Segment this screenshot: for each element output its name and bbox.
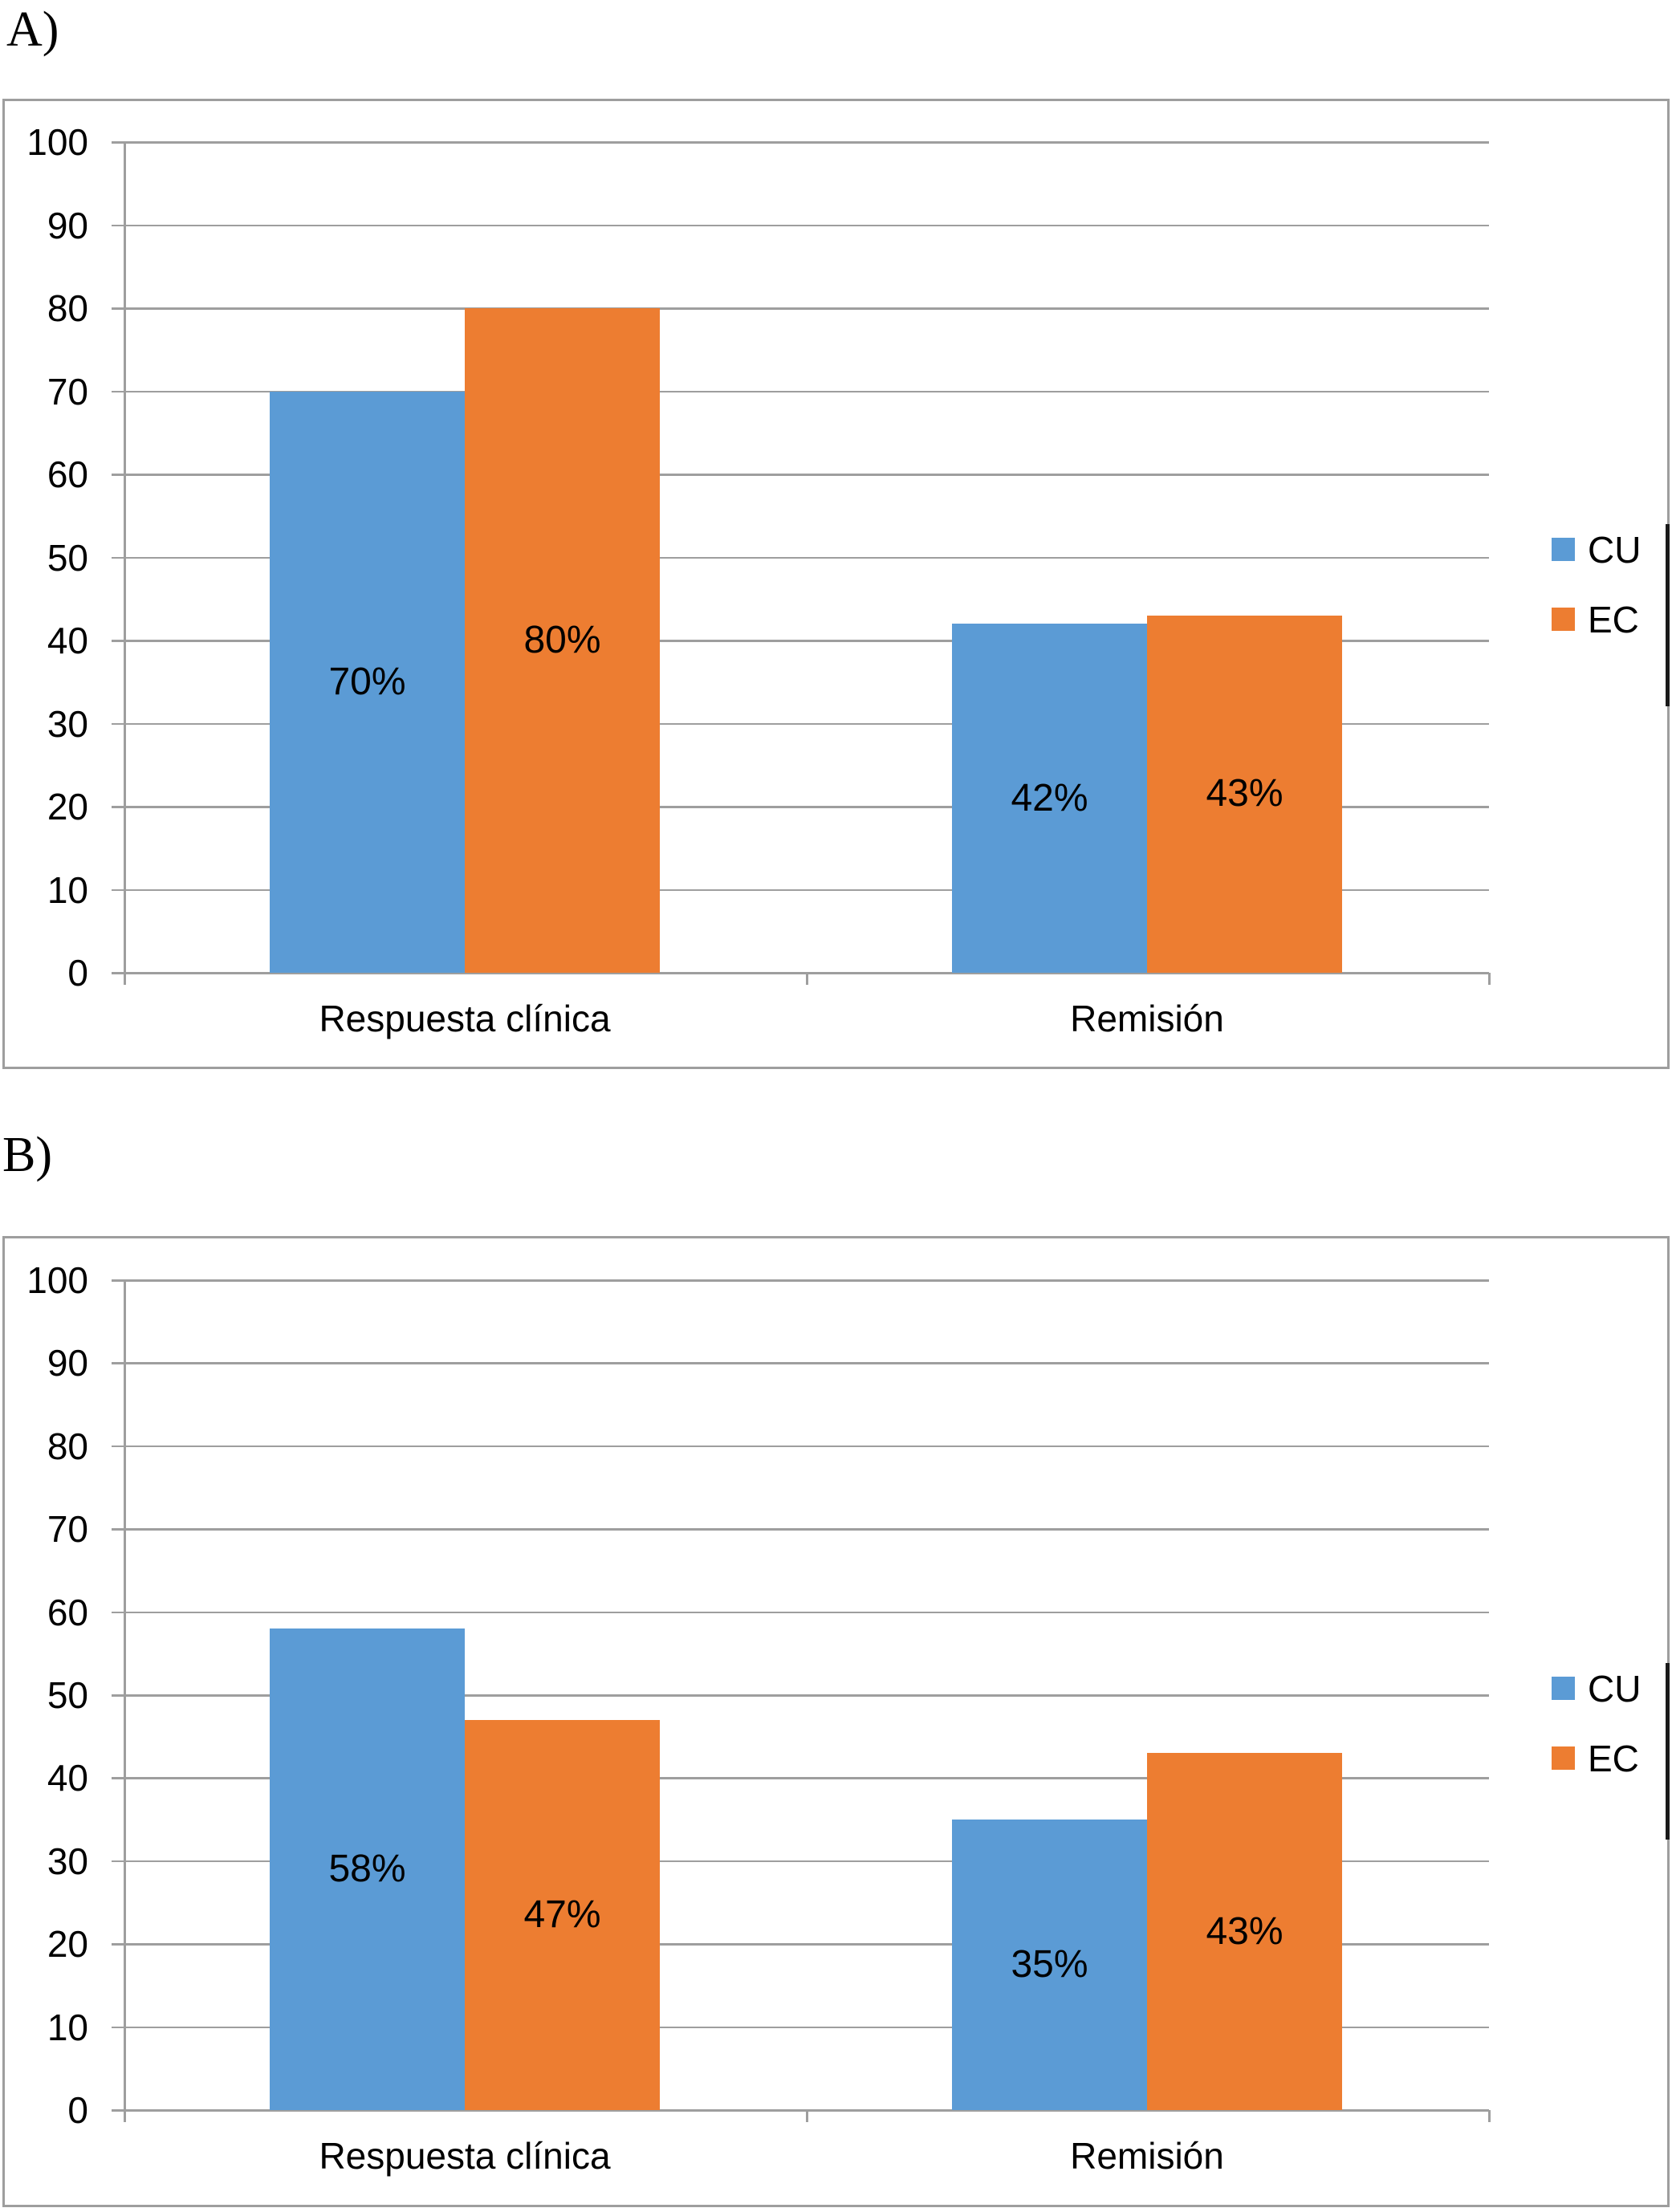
gridline: [112, 307, 1489, 310]
data-label-cu-remision: 42%: [1011, 776, 1088, 819]
gridline: [112, 141, 1489, 144]
legend-label-cu: CU: [1588, 1668, 1641, 1710]
legend-swatch-cu: [1552, 1677, 1575, 1700]
legend-swatch-ec: [1552, 608, 1575, 631]
gridline: [112, 2026, 1489, 2029]
ytick-label: 60: [47, 453, 88, 495]
gridline: [112, 722, 1489, 725]
category-label-remision: Remisión: [1070, 998, 1224, 1039]
ytick-label: 50: [47, 1674, 88, 1716]
panel-label-b: B): [2, 1128, 52, 1182]
gridline: [112, 1445, 1489, 1448]
ytick-label: 100: [26, 121, 88, 163]
ytick-label: 20: [47, 1923, 88, 1966]
ytick-label: 40: [47, 620, 88, 661]
x-axis-tick: [806, 2110, 808, 2122]
ytick-label: 50: [47, 536, 88, 579]
ytick-label: 30: [47, 1840, 88, 1882]
gridline: [112, 1860, 1489, 1863]
ytick-label: 20: [47, 786, 88, 827]
bar-cu-remision: [952, 624, 1147, 973]
data-label-cu-respuesta-clinica: 58%: [328, 1848, 406, 1891]
gridline: [112, 888, 1489, 891]
gridline: [112, 806, 1489, 808]
gridline: [112, 2109, 1489, 2112]
legend-label-ec: EC: [1588, 599, 1639, 640]
bar-cu-respuesta-clinica: [270, 391, 465, 973]
x-axis-tick: [1488, 2110, 1491, 2122]
gridline: [112, 972, 1489, 974]
gridline: [112, 1777, 1489, 1779]
data-label-ec-remision: 43%: [1206, 772, 1283, 815]
data-label-cu-remision: 35%: [1011, 1943, 1088, 1986]
gridline: [112, 390, 1489, 392]
legend-side-line: [1666, 524, 1670, 706]
gridline: [112, 1528, 1489, 1531]
bar-ec-respuesta-clinica: [465, 308, 660, 973]
chart-panel-b: [2, 1236, 1670, 2207]
gridline: [112, 1611, 1489, 1614]
ytick-label: 10: [47, 2006, 88, 2048]
ytick-label: 0: [67, 952, 88, 994]
category-label-remision: Remisión: [1070, 2135, 1224, 2177]
category-label-respuesta-clinica: Respuesta clínica: [319, 2135, 611, 2177]
category-label-respuesta-clinica: Respuesta clínica: [319, 998, 611, 1039]
bar-cu-remision: [952, 1820, 1147, 2110]
gridline: [112, 1362, 1489, 1364]
y-axis-line: [124, 142, 126, 985]
x-axis-tick: [806, 973, 808, 985]
legend-label-ec: EC: [1588, 1738, 1639, 1779]
bar-ec-remision: [1147, 1753, 1342, 2110]
ytick-label: 10: [47, 868, 88, 911]
data-label-cu-respuesta-clinica: 70%: [328, 660, 406, 703]
ytick-label: 100: [26, 1259, 88, 1301]
legend-swatch-cu: [1552, 538, 1575, 561]
ytick-label: 70: [47, 370, 88, 413]
legend-label-cu: CU: [1588, 529, 1641, 571]
panel-label-a: A): [6, 2, 59, 57]
data-label-ec-respuesta-clinica: 47%: [523, 1893, 601, 1936]
ytick-label: 90: [47, 1342, 88, 1385]
legend-side-line: [1666, 1663, 1670, 1840]
ytick-label: 60: [47, 1591, 88, 1633]
ytick-label: 90: [47, 204, 88, 246]
gridline: [112, 640, 1489, 642]
ytick-label: 40: [47, 1757, 88, 1799]
data-label-ec-respuesta-clinica: 80%: [523, 619, 601, 661]
bar-ec-respuesta-clinica: [465, 1720, 660, 2110]
chart-panel-a: [2, 99, 1670, 1069]
bar-cu-respuesta-clinica: [270, 1629, 465, 2110]
ytick-label: 30: [47, 702, 88, 745]
x-axis-tick: [1488, 973, 1491, 985]
ytick-label: 80: [47, 1425, 88, 1467]
gridline: [112, 556, 1489, 559]
gridline: [112, 224, 1489, 226]
ytick-label: 70: [47, 1508, 88, 1551]
legend-swatch-ec: [1552, 1746, 1575, 1770]
gridline: [112, 474, 1489, 476]
ytick-label: 80: [47, 287, 88, 329]
y-axis-line: [124, 1280, 126, 2122]
bar-ec-remision: [1147, 615, 1342, 973]
gridline: [112, 1943, 1489, 1946]
data-label-ec-remision: 43%: [1206, 1909, 1283, 1953]
gridline: [112, 1694, 1489, 1697]
gridline: [112, 1279, 1489, 1282]
ytick-label: 0: [67, 2089, 88, 2131]
